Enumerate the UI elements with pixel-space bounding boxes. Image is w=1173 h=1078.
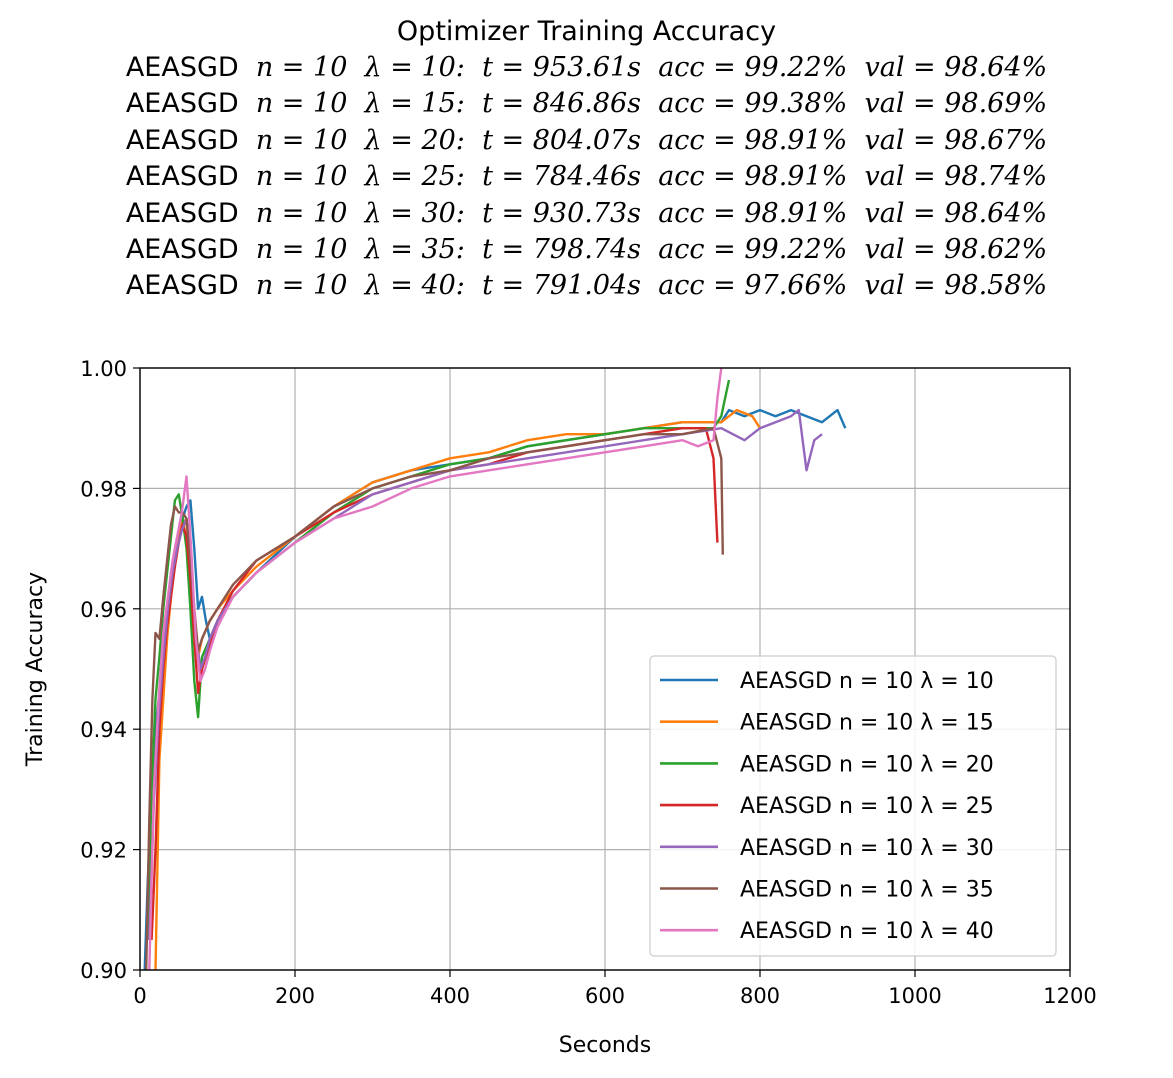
y-tick-label: 0.94 xyxy=(80,718,127,742)
subtitle-part: n = 10 xyxy=(238,52,348,83)
subtitle-part: λ = 40: xyxy=(347,270,465,302)
subtitle-part: acc = 98.91% xyxy=(641,161,848,193)
x-tick-label: 400 xyxy=(430,984,470,1008)
subtitle-part: acc = 98.91% xyxy=(641,124,848,156)
series-line-4 xyxy=(150,427,719,940)
subtitle-part: AEASGD xyxy=(125,161,239,193)
subtitle-part: t = 846.86s xyxy=(464,88,642,120)
subtitle-part: AEASGD xyxy=(125,234,239,266)
legend-entry-label: AEASGD n = 10 λ = 20 xyxy=(740,752,994,777)
y-tick-label: 0.90 xyxy=(80,959,127,983)
subtitle-part: val = 98.69% xyxy=(847,88,1048,120)
subtitle-part: t = 930.73s xyxy=(464,197,642,229)
chart-subtitle: AEASGD n = 10 λ = 10: t = 953.61s acc = … xyxy=(0,50,1173,305)
legend-box xyxy=(649,655,1057,957)
legend-entry-label: AEASGD n = 10 λ = 25 xyxy=(740,794,994,819)
subtitle-part: val = 98.74% xyxy=(847,161,1048,193)
subtitle-line: AEASGD n = 10 λ = 15: t = 846.86s acc = … xyxy=(0,86,1173,122)
subtitle-part: val = 98.67% xyxy=(847,124,1048,156)
subtitle-part: n = 10 xyxy=(238,270,348,302)
series-line-7 xyxy=(148,368,723,970)
subtitle-part: AEASGD xyxy=(125,270,239,302)
legend-entry-label: AEASGD n = 10 λ = 10 xyxy=(740,669,994,694)
x-tick-label: 1200 xyxy=(1043,984,1096,1008)
subtitle-part: val = 98.58% xyxy=(847,270,1048,302)
subtitle-part: n = 10 xyxy=(238,197,348,229)
y-axis-label: Training Accuracy xyxy=(23,572,48,767)
subtitle-part: val = 98.64% xyxy=(847,197,1048,229)
subtitle-part: acc = 97.66% xyxy=(641,270,848,302)
subtitle-part: val = 98.62% xyxy=(847,234,1048,266)
subtitle-part: acc = 99.22% xyxy=(641,52,848,83)
subtitle-part: acc = 99.38% xyxy=(641,88,848,120)
y-tick-label: 1.00 xyxy=(80,357,127,381)
subtitle-part: t = 798.74s xyxy=(464,234,642,266)
legend-entry-label: AEASGD n = 10 λ = 40 xyxy=(740,919,994,944)
subtitle-part: n = 10 xyxy=(238,234,348,266)
x-tick-label: 800 xyxy=(740,984,780,1008)
subtitle-part: t = 784.46s xyxy=(464,161,642,193)
subtitle-line: AEASGD n = 10 λ = 20: t = 804.07s acc = … xyxy=(0,123,1173,159)
series-line-6 xyxy=(145,427,724,970)
subtitle-part: λ = 25: xyxy=(347,161,465,193)
subtitle-part: λ = 30: xyxy=(347,197,465,229)
subtitle-part: acc = 99.22% xyxy=(641,234,848,266)
y-tick-label: 0.92 xyxy=(80,839,127,863)
subtitle-line: AEASGD n = 10 λ = 25: t = 784.46s acc = … xyxy=(0,159,1173,195)
subtitle-part: t = 804.07s xyxy=(464,124,642,156)
subtitle-part: λ = 35: xyxy=(347,234,465,266)
legend-entry-label: AEASGD n = 10 λ = 15 xyxy=(740,711,994,736)
legend-entry-label: AEASGD n = 10 λ = 35 xyxy=(740,878,994,903)
x-tick-label: 600 xyxy=(585,984,625,1008)
subtitle-line: AEASGD n = 10 λ = 40: t = 791.04s acc = … xyxy=(0,268,1173,304)
subtitle-part: val = 98.64% xyxy=(847,52,1048,83)
subtitle-part: n = 10 xyxy=(238,88,348,120)
subtitle-line: AEASGD n = 10 λ = 30: t = 930.73s acc = … xyxy=(0,196,1173,232)
subtitle-part: AEASGD xyxy=(125,52,239,83)
subtitle-line: AEASGD n = 10 λ = 10: t = 953.61s acc = … xyxy=(0,50,1173,86)
x-tick-label: 0 xyxy=(133,984,146,1008)
subtitle-part: t = 791.04s xyxy=(464,270,642,302)
y-tick-label: 0.96 xyxy=(80,598,127,622)
subtitle-part: AEASGD xyxy=(125,197,239,229)
chart-title-block: Optimizer Training Accuracy AEASGD n = 1… xyxy=(0,14,1173,305)
axis-ticks: 0 200 400 600 800 1000 1200 0.90 0.92 0.94 0.96 0.9… xyxy=(80,357,1096,1008)
subtitle-part: λ = 20: xyxy=(347,124,465,156)
subtitle-part: λ = 15: xyxy=(347,88,465,120)
subtitle-part: n = 10 xyxy=(238,124,348,156)
x-tick-label: 1000 xyxy=(888,984,941,1008)
legend-entry-label: AEASGD n = 10 λ = 30 xyxy=(740,836,994,861)
subtitle-part: λ = 10: xyxy=(347,52,465,83)
legend: AEASGD n = 10 λ = 10 AEASGD n = 10 λ = 15… xyxy=(649,655,1057,957)
chart-title: Optimizer Training Accuracy xyxy=(396,16,777,47)
x-tick-label: 200 xyxy=(275,984,315,1008)
subtitle-part: t = 953.61s xyxy=(464,52,642,83)
subtitle-part: AEASGD xyxy=(125,124,239,156)
series-line-3 xyxy=(146,379,731,940)
x-axis-label: Seconds xyxy=(559,1033,651,1058)
series-lines xyxy=(143,368,847,970)
subtitle-part: acc = 98.91% xyxy=(641,197,848,229)
subtitle-line: AEASGD n = 10 λ = 35: t = 798.74s acc = … xyxy=(0,232,1173,268)
y-tick-label: 0.98 xyxy=(80,477,127,501)
subtitle-part: AEASGD xyxy=(125,88,239,120)
subtitle-part: n = 10 xyxy=(238,161,348,193)
